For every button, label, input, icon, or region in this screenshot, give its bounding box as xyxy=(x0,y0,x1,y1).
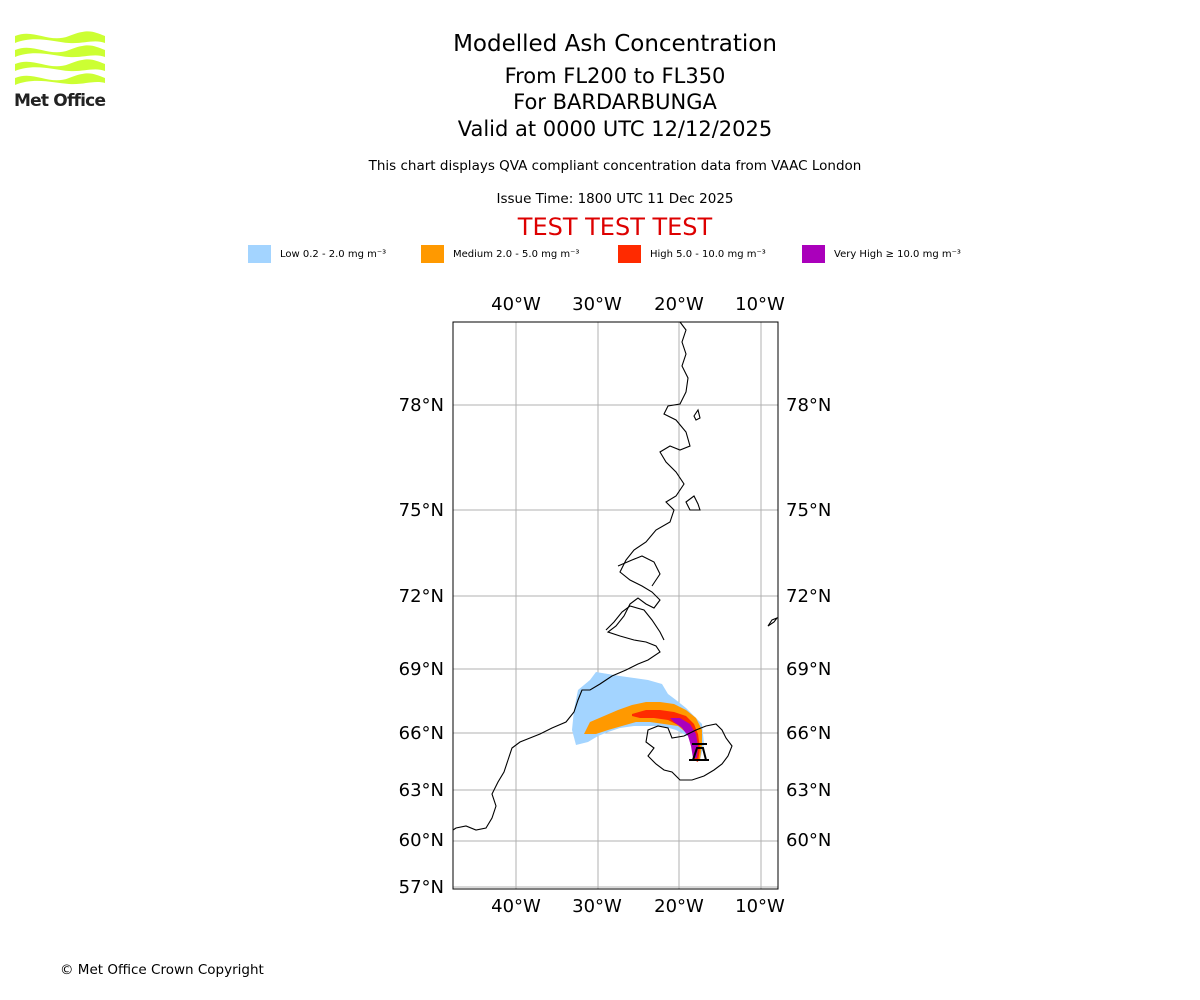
greenland-fjord-north xyxy=(617,555,661,587)
legend-label-low: Low 0.2 - 2.0 mg m⁻³ xyxy=(280,248,387,260)
volcano-icon xyxy=(689,743,709,761)
valid-time: Valid at 0000 UTC 12/12/2025 xyxy=(457,117,773,141)
lat-tick-left-78n: 78°N xyxy=(399,395,444,416)
legend-swatch-low xyxy=(248,245,271,263)
compliance-note: This chart displays QVA compliant concen… xyxy=(368,158,862,174)
lon-tick-bottom-30w: 30°W xyxy=(572,896,622,917)
lon-tick-top-10w: 10°W xyxy=(735,294,785,315)
legend-item-very-high: Very High ≥ 10.0 mg m⁻³ xyxy=(802,244,961,264)
greenland-island xyxy=(685,495,701,511)
volcano-marker xyxy=(689,743,709,761)
lat-tick-right-60n: 60°N xyxy=(786,830,831,851)
ash-very-high-region xyxy=(670,718,698,758)
issue-time: Issue Time: 1800 UTC 11 Dec 2025 xyxy=(496,191,734,207)
lon-tick-top-30w: 30°W xyxy=(572,294,622,315)
legend-swatch-very-high xyxy=(802,245,825,263)
greenland-fjord-scoresby xyxy=(605,605,665,641)
legend-label-very-high: Very High ≥ 10.0 mg m⁻³ xyxy=(834,248,961,260)
legend-label-high: High 5.0 - 10.0 mg m⁻³ xyxy=(650,248,766,260)
volcano-name: For BARDARBUNGA xyxy=(513,90,717,114)
lat-tick-left-57n: 57°N xyxy=(399,877,444,898)
coastlines xyxy=(452,321,779,831)
map-frame xyxy=(452,321,779,890)
lat-tick-left-69n: 69°N xyxy=(399,659,444,680)
lat-tick-left-60n: 60°N xyxy=(399,830,444,851)
test-banner: TEST TEST TEST xyxy=(517,213,713,241)
lon-tick-bottom-10w: 10°W xyxy=(735,896,785,917)
svalbard-islet xyxy=(693,408,701,421)
legend-item-high: High 5.0 - 10.0 mg m⁻³ xyxy=(618,244,766,264)
legend-swatch-high xyxy=(618,245,641,263)
iceland-coast xyxy=(645,723,733,781)
lon-tick-top-40w: 40°W xyxy=(491,294,541,315)
lon-tick-bottom-20w: 20°W xyxy=(654,896,704,917)
met-office-logo xyxy=(15,31,105,85)
chart-title: Modelled Ash Concentration xyxy=(453,31,777,57)
flight-levels: From FL200 to FL350 xyxy=(504,64,726,88)
jan-mayen xyxy=(767,616,779,627)
lat-tick-right-72n: 72°N xyxy=(786,586,831,607)
copyright-notice: © Met Office Crown Copyright xyxy=(60,962,264,978)
lat-tick-right-69n: 69°N xyxy=(786,659,831,680)
logo-text: Met Office xyxy=(14,91,106,111)
legend-swatch-medium xyxy=(421,245,444,263)
greenland-east-coast xyxy=(452,321,691,831)
lat-tick-left-66n: 66°N xyxy=(399,723,444,744)
lat-tick-left-63n: 63°N xyxy=(399,780,444,801)
lon-tick-top-20w: 20°W xyxy=(654,294,704,315)
lat-tick-right-78n: 78°N xyxy=(786,395,831,416)
lat-tick-right-63n: 63°N xyxy=(786,780,831,801)
legend-item-medium: Medium 2.0 - 5.0 mg m⁻³ xyxy=(421,244,579,264)
lat-tick-left-72n: 72°N xyxy=(399,586,444,607)
legend-label-medium: Medium 2.0 - 5.0 mg m⁻³ xyxy=(453,248,580,260)
lat-tick-right-66n: 66°N xyxy=(786,723,831,744)
lon-tick-bottom-40w: 40°W xyxy=(491,896,541,917)
graticule xyxy=(453,322,778,889)
lat-tick-right-75n: 75°N xyxy=(786,500,831,521)
legend-item-low: Low 0.2 - 2.0 mg m⁻³ xyxy=(248,244,386,264)
lat-tick-left-75n: 75°N xyxy=(399,500,444,521)
